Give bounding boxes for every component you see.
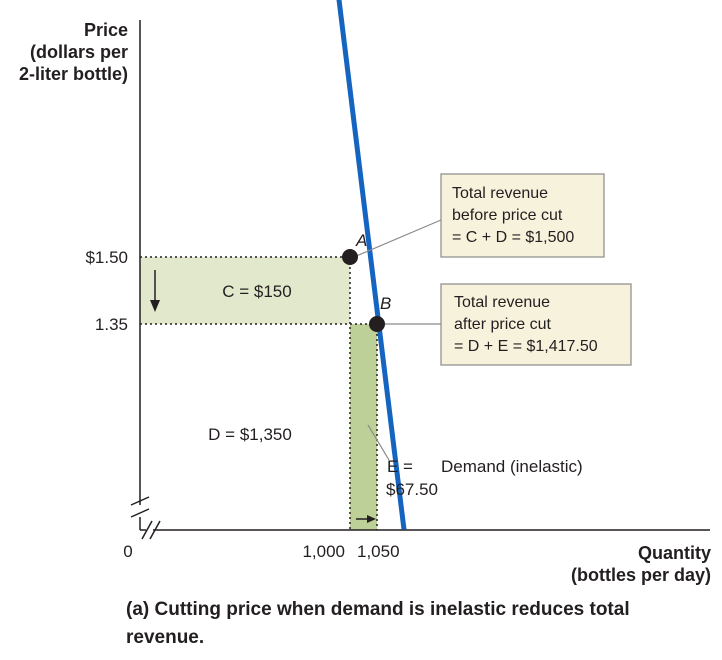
x-tick-label-1050: 1,050 [357, 542, 400, 561]
annotation-before-line-2: before price cut [452, 207, 563, 224]
region-c-rect [140, 257, 350, 324]
x-axis-break-icon [141, 520, 161, 540]
y-axis-title-line-1: Price [84, 20, 128, 40]
point-a-label: A [355, 231, 367, 250]
leader-line-e [367, 424, 390, 461]
y-axis-title-line-3: 2-liter bottle) [19, 64, 128, 84]
point-a-marker [342, 249, 358, 265]
x-axis-title-line-1: Quantity [638, 543, 711, 563]
y-tick-label-1-35: 1.35 [95, 315, 128, 334]
point-b-marker [369, 316, 385, 332]
annotation-before-line-3: = C + D = $1,500 [452, 229, 574, 246]
annotation-before-line-1: Total revenue [452, 185, 548, 202]
figure-caption: (a) Cutting price when demand is inelast… [126, 599, 630, 648]
origin-label: 0 [123, 542, 132, 561]
price-cut-arrowhead-icon [150, 300, 160, 312]
x-tick-label-1000: 1,000 [302, 542, 345, 561]
point-b-label: B [380, 294, 391, 313]
leader-line-before [353, 219, 442, 258]
region-e-label-line-1: E = [387, 457, 413, 476]
y-axis-title-line-2: (dollars per [30, 42, 128, 62]
y-axis-break-icon [130, 496, 150, 518]
quantity-increase-arrowhead-icon [367, 515, 376, 523]
annotation-after-line-3: = D + E = $1,417.50 [454, 338, 598, 355]
y-tick-label-1-50: $1.50 [85, 248, 128, 267]
region-e-rect [350, 324, 377, 530]
annotation-after-line-2: after price cut [454, 316, 551, 333]
region-c-label: C = $150 [222, 282, 291, 301]
region-d-label: D = $1,350 [208, 425, 292, 444]
x-axis-title-line-2: (bottles per day) [571, 565, 711, 585]
annotation-after-line-1: Total revenue [454, 294, 550, 311]
region-e-label-line-2: $67.50 [386, 480, 438, 499]
demand-curve-label: Demand (inelastic) [441, 457, 583, 476]
annotation-box-after [440, 283, 632, 366]
annotation-box-before [440, 173, 605, 258]
